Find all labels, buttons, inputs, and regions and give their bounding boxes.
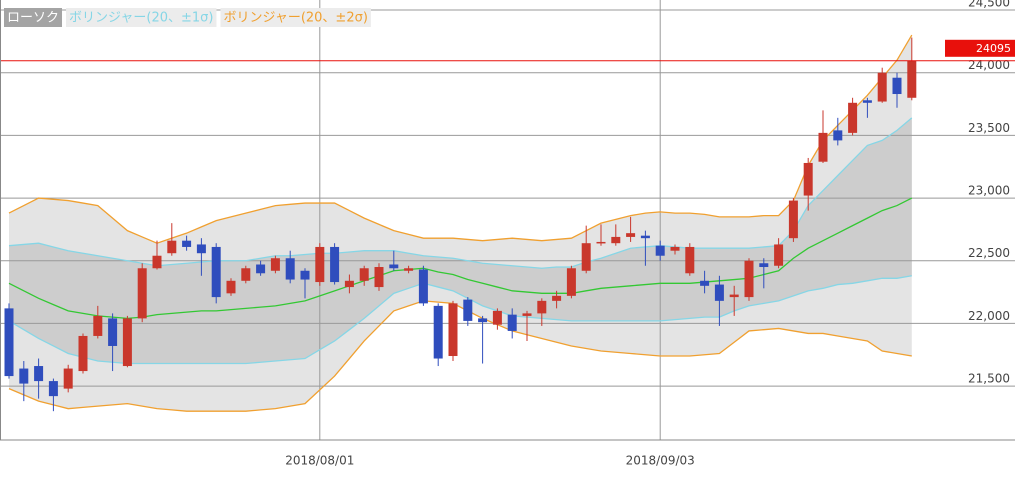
candle-body: [744, 260, 754, 298]
candle-body: [507, 314, 517, 331]
legend-box: [66, 8, 217, 27]
candle-body: [152, 255, 162, 269]
candle-body: [241, 268, 251, 281]
last-price-label: 24095: [976, 42, 1011, 55]
candle-body: [285, 258, 295, 280]
candle-body: [182, 240, 192, 247]
candle-body: [848, 102, 858, 133]
candle-body: [655, 245, 665, 256]
candle-body: [359, 268, 369, 281]
candle-body: [714, 284, 724, 301]
candle-body: [759, 263, 769, 268]
candle-body: [137, 268, 147, 319]
band-lower-line: [8, 300, 912, 412]
legend-box: [4, 8, 63, 27]
candle-body: [211, 246, 221, 298]
candle-body: [418, 269, 428, 304]
candle-body: [389, 264, 399, 269]
candle-body: [729, 294, 739, 298]
legend-item: ボリンジャー(20、±2σ): [220, 8, 371, 27]
candle-body: [626, 233, 636, 237]
candle-body: [522, 313, 532, 316]
legend-label: ボリンジャー(20、±2σ): [223, 11, 367, 26]
candle-body: [685, 246, 695, 274]
candle-body: [344, 280, 354, 288]
y-tick-label: 24,500: [968, 0, 1010, 10]
last-price-box: [945, 39, 1015, 57]
legend-item: ローソク: [4, 8, 63, 27]
candle-body: [78, 335, 88, 372]
candle-body: [226, 280, 236, 294]
candle-body: [256, 264, 266, 274]
candle-body: [122, 318, 132, 367]
candle-body: [196, 244, 206, 254]
y-tick-label: 24,000: [968, 58, 1010, 72]
y-tick-label: 22,500: [968, 246, 1010, 260]
candle-body: [48, 381, 58, 397]
y-tick-label: 23,000: [968, 184, 1010, 198]
legend-label: ローソク: [7, 11, 59, 26]
band-fill: [9, 117, 912, 364]
candle-body: [478, 318, 488, 323]
y-tick-label: 22,000: [968, 309, 1010, 323]
candle-body: [404, 268, 414, 271]
candle-body: [892, 77, 902, 95]
x-tick-label: 2018/08/01: [285, 454, 354, 468]
candle-body: [34, 366, 44, 382]
candle-body: [611, 236, 621, 244]
candle-body: [670, 246, 680, 251]
candle-body: [433, 305, 443, 359]
candle-body: [463, 299, 473, 321]
candle-body: [833, 130, 843, 141]
band-lower-line: [8, 275, 912, 365]
middle-line: [8, 197, 913, 320]
legend-box: [220, 8, 371, 27]
x-tick-label: 2018/09/03: [626, 454, 695, 468]
candle-body: [788, 200, 798, 239]
candle-body: [803, 162, 813, 196]
candle-body: [300, 270, 310, 280]
candle-body: [93, 315, 103, 336]
candle-body: [63, 368, 73, 389]
candle-body: [907, 60, 917, 98]
y-tick-label: 23,500: [968, 121, 1010, 135]
candle-body: [640, 235, 650, 239]
candle-body: [877, 72, 887, 102]
band-upper-line: [8, 34, 913, 244]
candle-body: [374, 267, 384, 288]
legend-item: ボリンジャー(20、±1σ): [66, 8, 217, 27]
candle-body: [108, 318, 118, 346]
candle-body: [700, 280, 710, 286]
candle-body: [448, 303, 458, 357]
candle-body: [19, 368, 29, 384]
candle-body: [774, 244, 784, 266]
candle-body: [492, 310, 502, 325]
candle-body: [315, 246, 325, 283]
candle-body: [270, 258, 280, 271]
candle-body: [330, 246, 340, 283]
candle-body: [4, 308, 14, 377]
candle-body: [167, 240, 177, 254]
y-tick-label: 21,500: [968, 372, 1010, 386]
candle-body: [596, 241, 606, 244]
legend-label: ボリンジャー(20、±1σ): [69, 11, 213, 26]
candle-body: [862, 100, 872, 103]
candle-body: [566, 268, 576, 296]
candle-body: [581, 243, 591, 271]
candle-body: [818, 132, 828, 162]
candle-body: [537, 300, 547, 314]
candle-body: [552, 295, 562, 301]
